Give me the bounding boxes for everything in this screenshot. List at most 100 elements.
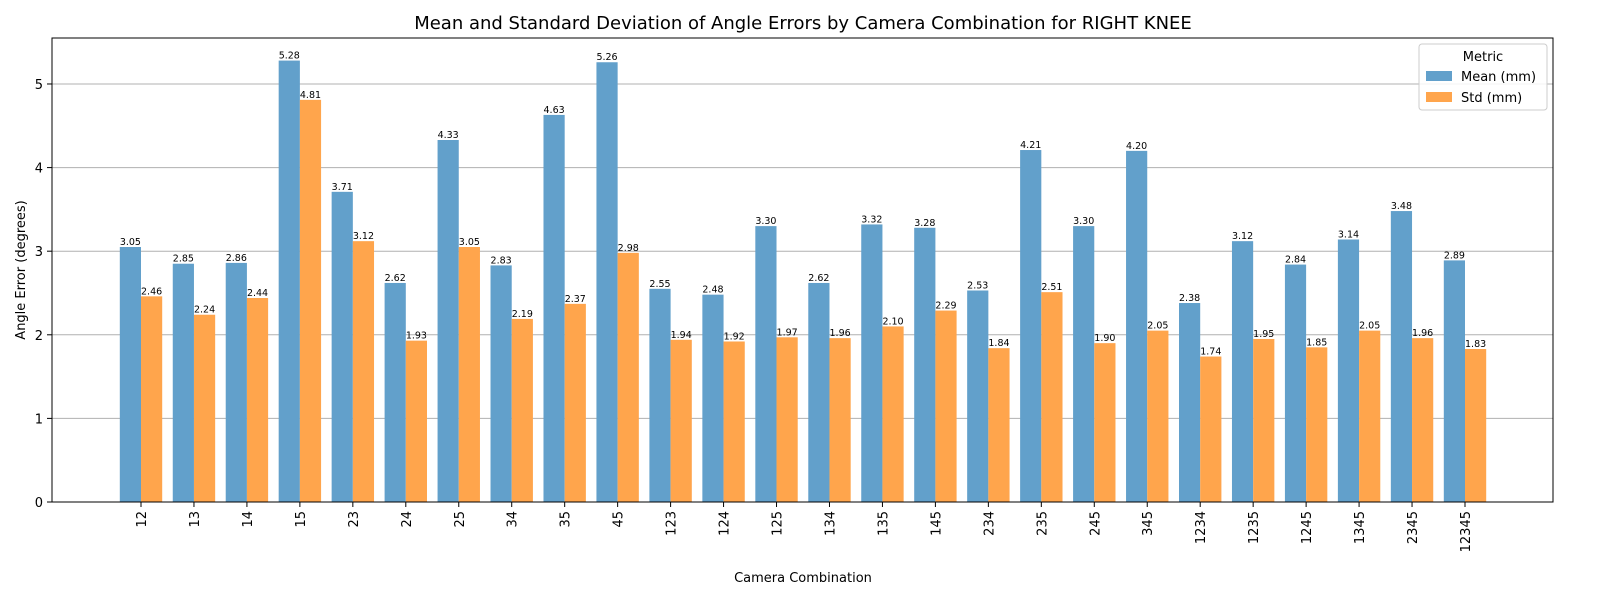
- bar-std-145: [935, 310, 957, 502]
- data-label-std-1234: 1.74: [1200, 347, 1221, 358]
- grid-layer: [52, 83, 1553, 419]
- x-tick-label: 12345: [1459, 511, 1474, 552]
- bar-mean-2345: [1390, 211, 1413, 503]
- bar-std-34: [511, 318, 533, 502]
- bar-std-24: [405, 340, 427, 502]
- bar-mean-124: [702, 294, 724, 502]
- data-label-mean-24: 2.62: [385, 273, 406, 284]
- data-label-std-34: 2.19: [512, 309, 533, 320]
- data-label-mean-125: 3.30: [755, 216, 776, 227]
- x-tick-label: 45: [612, 511, 627, 528]
- data-label-std-135: 2.10: [882, 316, 903, 327]
- data-label-mean-12: 3.05: [120, 237, 141, 248]
- x-tick-label: 35: [559, 511, 574, 528]
- bar-std-125: [776, 337, 798, 502]
- bar-mean-134: [808, 282, 830, 502]
- data-label-mean-23: 3.71: [332, 182, 353, 193]
- data-label-std-123: 1.94: [671, 330, 692, 341]
- x-tick-label: 13: [188, 511, 203, 528]
- bar-mean-25: [437, 139, 459, 502]
- bar-mean-123: [649, 288, 671, 502]
- bar-mean-145: [914, 227, 936, 502]
- x-tick-label: 135: [876, 511, 891, 536]
- x-axis-label: Camera Combination: [734, 571, 872, 586]
- data-label-std-1235: 1.95: [1253, 329, 1274, 340]
- bar-std-23: [352, 241, 375, 503]
- data-labels-layer: 3.05 2.85 2.86 5.28 3.71 2.62 4.33 2.83 4.63 5.26…: [120, 51, 1486, 358]
- data-label-mean-145: 3.28: [914, 218, 935, 229]
- y-tick-label: 1: [35, 412, 43, 427]
- x-tick-label: 145: [929, 511, 944, 536]
- bar-mean-45: [596, 62, 618, 502]
- data-label-mean-345: 4.20: [1126, 141, 1147, 152]
- data-label-std-235: 2.51: [1041, 282, 1062, 293]
- bar-mean-14: [225, 262, 247, 502]
- bar-mean-1345: [1337, 239, 1360, 502]
- bars-layer: [119, 60, 1487, 503]
- bar-mean-1234: [1179, 303, 1201, 502]
- x-tick-label: 34: [506, 511, 521, 528]
- data-label-mean-25: 4.33: [438, 130, 459, 141]
- bar-std-14: [246, 298, 269, 502]
- x-tick-label: 14: [241, 511, 256, 528]
- y-tick-label: 5: [35, 78, 43, 93]
- data-label-std-2345: 1.96: [1412, 328, 1433, 339]
- data-label-mean-124: 2.48: [702, 285, 723, 296]
- data-label-mean-245: 3.30: [1073, 216, 1094, 227]
- data-label-mean-134: 2.62: [808, 273, 829, 284]
- x-tick-label: 245: [1088, 511, 1103, 536]
- bar-mean-12: [119, 247, 141, 502]
- bar-mean-13: [172, 263, 194, 502]
- data-label-std-124: 1.92: [724, 331, 745, 342]
- bar-mean-35: [543, 114, 565, 502]
- bar-mean-235: [1020, 150, 1042, 503]
- data-label-mean-35: 4.63: [544, 105, 565, 116]
- x-tick-label: 1235: [1247, 511, 1262, 544]
- bar-std-12: [141, 296, 163, 502]
- data-label-std-345: 2.05: [1147, 321, 1168, 332]
- y-tick-label: 3: [35, 245, 43, 260]
- bar-mean-15: [278, 60, 300, 503]
- data-label-mean-13: 2.85: [173, 254, 194, 265]
- bar-std-235: [1041, 292, 1063, 502]
- bar-std-135: [882, 326, 904, 502]
- x-tick-label: 125: [771, 511, 786, 536]
- x-tick-label: 235: [1035, 511, 1050, 536]
- x-tick-label: 123: [665, 511, 680, 536]
- y-tick-label: 2: [35, 329, 43, 344]
- data-label-mean-12345: 2.89: [1444, 250, 1465, 261]
- data-label-mean-34: 2.83: [491, 255, 512, 266]
- x-tick-label: 124: [718, 511, 733, 536]
- axes-layer: [51, 37, 1554, 503]
- bar-std-15: [299, 99, 322, 502]
- data-label-std-35: 2.37: [565, 294, 586, 305]
- bar-mean-23: [331, 191, 353, 502]
- data-label-std-23: 3.12: [353, 231, 374, 242]
- data-label-std-134: 1.96: [830, 328, 851, 339]
- bar-std-124: [723, 341, 745, 502]
- data-label-mean-2345: 3.48: [1391, 201, 1412, 212]
- bar-std-245: [1094, 343, 1116, 502]
- bar-std-345: [1147, 330, 1169, 502]
- data-label-std-1245: 1.85: [1306, 337, 1327, 348]
- data-label-mean-15: 5.28: [279, 51, 300, 62]
- data-label-mean-1245: 2.84: [1285, 255, 1306, 266]
- bar-std-2345: [1412, 338, 1434, 502]
- bar-mean-245: [1073, 226, 1095, 503]
- legend-swatch-mean: [1426, 71, 1452, 81]
- bar-std-134: [829, 338, 851, 502]
- data-label-mean-1345: 3.14: [1338, 229, 1359, 240]
- data-label-std-24: 1.93: [406, 331, 427, 342]
- data-label-std-12345: 1.83: [1465, 339, 1486, 350]
- plot-frame: [51, 37, 1554, 503]
- bar-mean-24: [384, 282, 406, 502]
- x-tick-label: 15: [294, 511, 309, 528]
- x-tick-label: 23: [347, 511, 362, 528]
- bar-mean-1245: [1284, 264, 1307, 502]
- data-label-mean-1235: 3.12: [1232, 231, 1253, 242]
- bar-std-234: [988, 348, 1010, 502]
- legend-label-std: Std (mm): [1461, 91, 1522, 106]
- bar-mean-125: [755, 226, 777, 503]
